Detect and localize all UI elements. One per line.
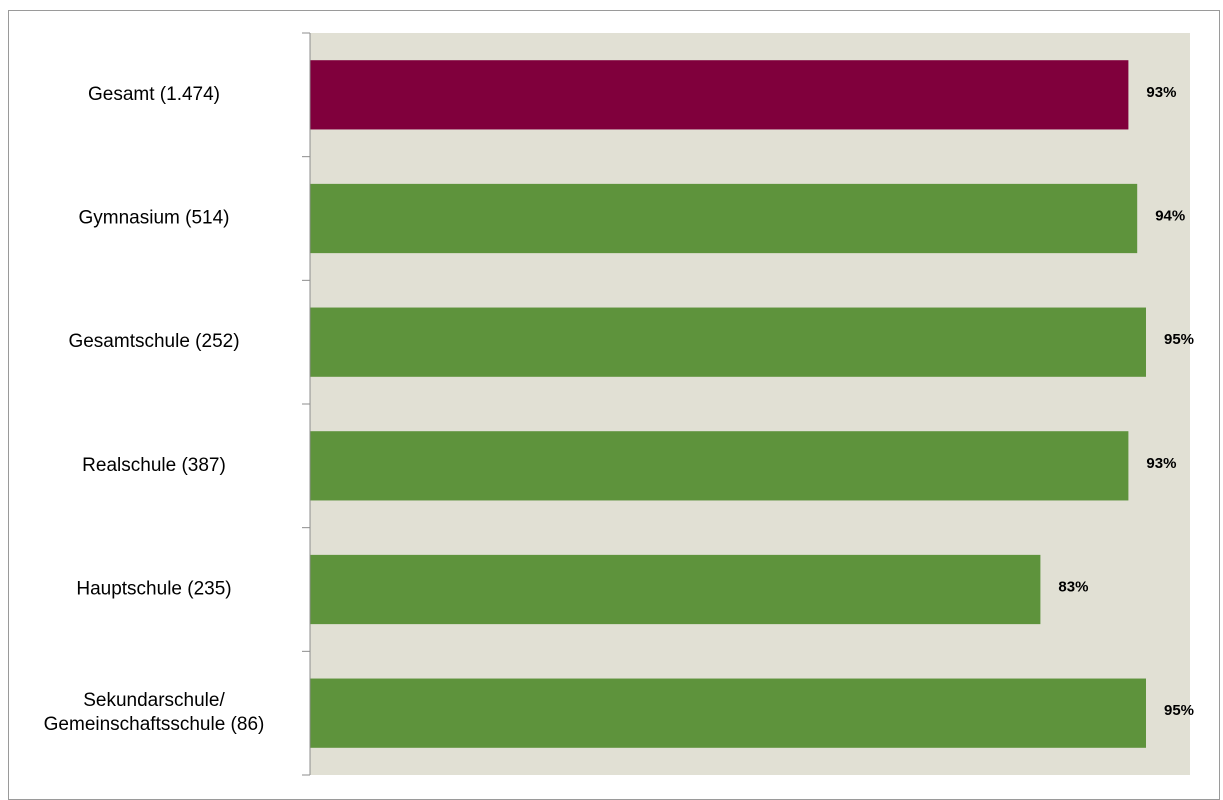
category-label: Gesamt (1.474) [88, 84, 220, 105]
category-label-line: Sekundarschule/ [83, 690, 225, 711]
category-label: Gesamtschule (252) [68, 331, 239, 352]
bar [310, 554, 1041, 625]
value-label: 94% [1155, 207, 1185, 224]
category-label-line: Gymnasium (514) [79, 208, 230, 229]
category-axis [302, 32, 311, 776]
category-label-line: Gesamt (1.474) [88, 84, 220, 105]
plot-area [310, 33, 1190, 775]
category-label: Hauptschule (235) [76, 579, 231, 600]
bar [310, 307, 1146, 377]
bar [310, 60, 1129, 130]
category-labels: Gesamt (1.474) Gymnasium (514) Gesamtschul… [44, 84, 265, 735]
value-label: 83% [1058, 578, 1088, 595]
category-label-line: Realschule (387) [82, 455, 226, 476]
value-label: 95% [1164, 702, 1194, 719]
bar [310, 431, 1129, 501]
bar [310, 678, 1146, 748]
value-labels: 93% 94% 95% 93% 83% 95% [1058, 84, 1194, 719]
value-label: 95% [1164, 331, 1194, 348]
category-label-line: Gesamtschule (252) [68, 331, 239, 352]
bars [310, 60, 1146, 748]
category-label: Gymnasium (514) [79, 208, 230, 229]
category-label-line: Gemeinschaftsschule (86) [44, 714, 265, 735]
category-label: Realschule (387) [82, 455, 226, 476]
bar [310, 183, 1138, 254]
value-label: 93% [1146, 84, 1176, 101]
value-label: 93% [1146, 455, 1176, 472]
category-label-line: Hauptschule (235) [76, 579, 231, 600]
category-label: Sekundarschule/Gemeinschaftsschule (86) [44, 690, 265, 735]
